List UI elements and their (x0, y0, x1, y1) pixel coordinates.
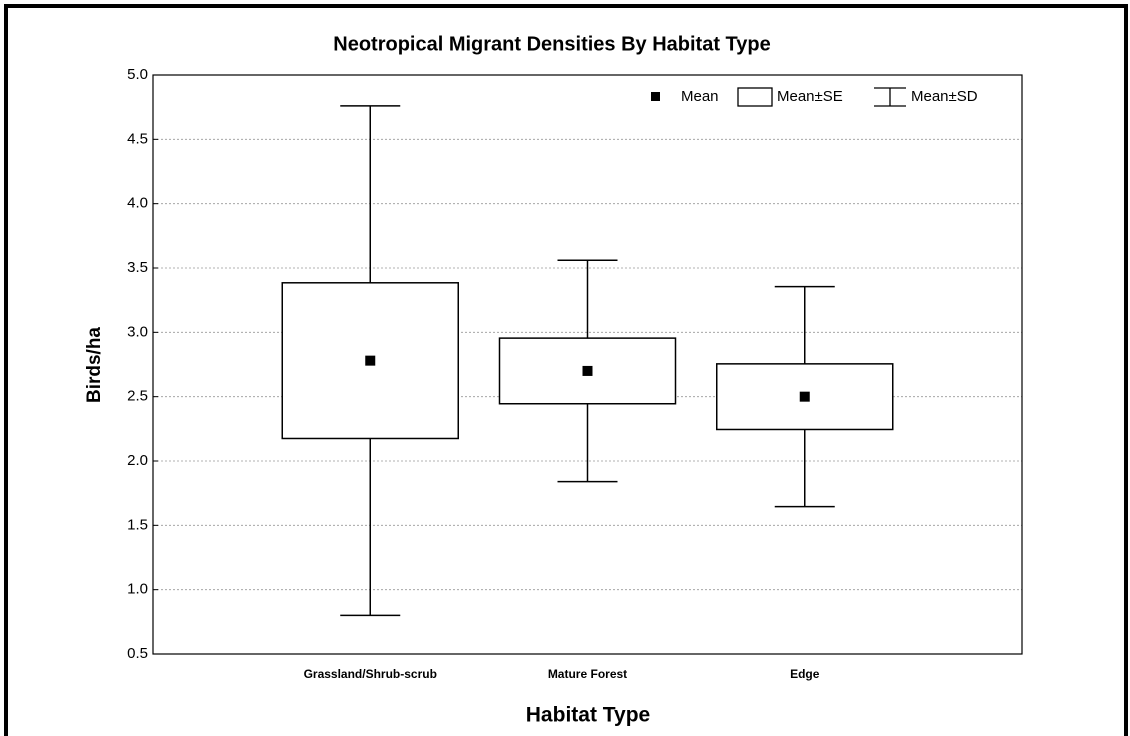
y-tick-label: 1.0 (127, 581, 148, 598)
y-tick-label: 5.0 (127, 66, 148, 83)
chart-title: Neotropical Migrant Densities By Habitat… (333, 33, 771, 55)
y-tick-label: 3.0 (127, 323, 148, 340)
y-tick-label: 2.5 (127, 388, 148, 405)
x-tick-label: Edge (790, 667, 820, 681)
mean-marker (799, 391, 810, 402)
y-tick-label: 3.5 (127, 259, 148, 276)
legend-label: Mean±SD (911, 88, 978, 105)
y-tick-label: 2.0 (127, 452, 148, 469)
y-axis-label: Birds/ha (84, 327, 105, 403)
mean-marker (582, 365, 593, 376)
y-tick-label: 4.5 (127, 130, 148, 147)
y-tick-label: 0.5 (127, 645, 148, 662)
legend-label: Mean (681, 88, 719, 105)
x-tick-label: Mature Forest (548, 667, 627, 681)
legend-se-icon (737, 87, 773, 107)
legend-mean-icon (651, 92, 660, 101)
legend-label: Mean±SE (777, 88, 843, 105)
y-tick-label: 4.0 (127, 195, 148, 212)
x-axis-label: Habitat Type (526, 704, 650, 727)
plot-area (152, 74, 1023, 655)
mean-marker (365, 355, 376, 366)
x-tick-label: Grassland/Shrub-scrub (304, 667, 437, 681)
frame (4, 4, 1128, 736)
y-tick-label: 1.5 (127, 516, 148, 533)
legend-sd-icon (874, 87, 906, 107)
